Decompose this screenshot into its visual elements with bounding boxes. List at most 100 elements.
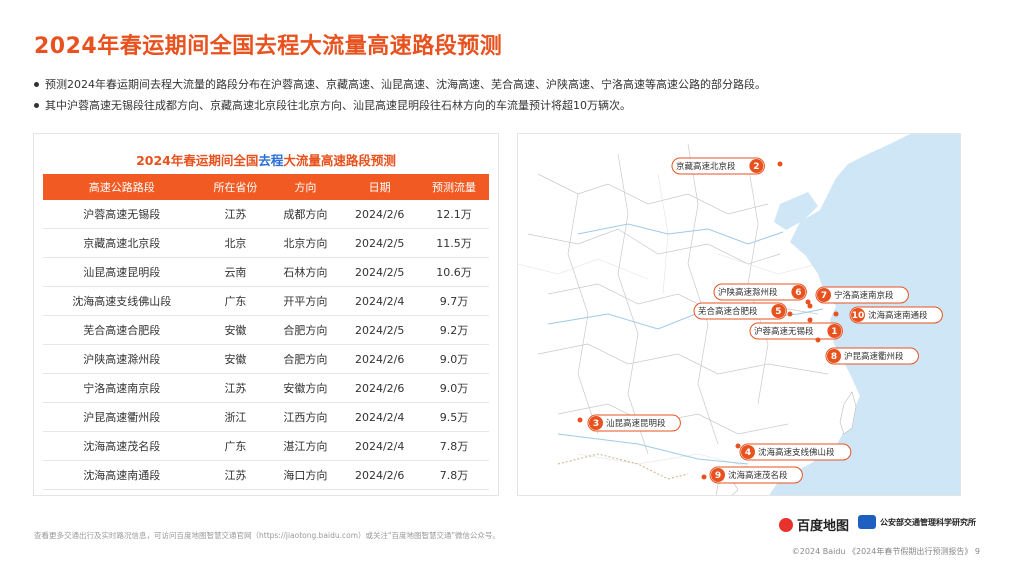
cell-volume: 9.0万 [418, 344, 489, 374]
table-caption: 2024年春运期间全国去程大流量高速路段预测 [136, 153, 396, 168]
pin-label-box [713, 283, 807, 301]
cell-province: 广东 [200, 431, 271, 461]
map-pin: 3 汕昆高速昆明段 [577, 414, 681, 432]
col-header-section: 高速公路路段 [43, 174, 201, 200]
cell-direction: 北京方向 [270, 228, 341, 258]
location-dot-icon [777, 161, 783, 167]
pin-number-badge [711, 468, 725, 482]
cell-section: 芜合高速合肥段 [43, 315, 201, 345]
map-pin: 5 芜合高速合肥段 [693, 302, 793, 320]
pin-label: 宁洛高速南京段 [834, 290, 894, 301]
cell-date: 2024/2/4 [340, 286, 419, 316]
pin-label-box [671, 157, 765, 175]
copyright-line: ©2024 Baidu 《2024年春节假期出行预测报告》 9 [791, 547, 980, 556]
table-row: 京藏高速北京段 北京 北京方向 2024/2/5 11.5万 [43, 228, 489, 258]
cell-volume: 12.1万 [418, 200, 489, 229]
cell-section: 京藏高速北京段 [43, 228, 201, 258]
pin-label-box [849, 306, 943, 324]
pin-number-badge [589, 416, 603, 430]
cell-volume: 9.5万 [418, 402, 489, 432]
pin-label: 沪蓉高速无锡段 [754, 326, 814, 337]
cell-province: 安徽 [200, 344, 271, 374]
taiwan-island [839, 391, 857, 435]
cell-province: 广东 [200, 286, 271, 316]
pin-number-badge [791, 285, 806, 299]
baidu-map-logo: 百度地图 [779, 515, 849, 534]
col-header-direction: 方向 [270, 174, 341, 200]
china-map-svg: 2 京藏高速北京段 6 沪陕高速滁州段 7 宁洛高速南京段 5 芜合高速合肥段 10 沈海高速南通… [518, 134, 960, 495]
pin-label: 沪陕高速滁州段 [718, 287, 778, 298]
cell-province: 安徽 [200, 315, 271, 345]
pin-label-box [815, 286, 909, 304]
cell-volume: 7.8万 [418, 431, 489, 461]
cell-date: 2024/2/5 [340, 228, 419, 258]
pin-label: 京藏高速北京段 [676, 161, 736, 172]
cell-date: 2024/2/6 [340, 460, 419, 490]
summary-bullets: 预测2024年春运期间去程大流量的路段分布在沪蓉高速、京藏高速、汕昆高速、沈海高… [34, 74, 766, 116]
table-row: 汕昆高速昆明段 云南 石林方向 2024/2/5 10.6万 [43, 257, 489, 287]
cell-direction: 海口方向 [270, 460, 341, 490]
pin-number-badge [771, 304, 786, 318]
cell-section: 沈海高速南通段 [43, 460, 201, 490]
pin-number: 6 [795, 288, 801, 298]
page-title: 2024年春运期间全国去程大流量高速路段预测 [34, 34, 503, 59]
map-pin: 8 沪昆高速衢州段 [815, 337, 919, 365]
cell-section: 宁洛高速南京段 [43, 373, 201, 403]
pin-number-badge [827, 324, 842, 338]
cell-date: 2024/2/6 [340, 373, 419, 403]
cell-section: 汕昆高速昆明段 [43, 257, 201, 287]
cell-volume: 9.0万 [418, 373, 489, 403]
pin-number: 10 [852, 311, 865, 321]
cell-section: 沪陕高速滁州段 [43, 344, 201, 374]
pin-label-box [709, 466, 803, 484]
cell-section: 沈海高速支线佛山段 [43, 286, 201, 316]
pin-number-badge [851, 308, 865, 322]
cell-direction: 石林方向 [270, 257, 341, 287]
forecast-table-card: 2024年春运期间全国去程大流量高速路段预测 高速公路路段 所在省份 方向 日期… [33, 133, 499, 496]
location-dot-icon [807, 303, 813, 309]
cell-direction: 合肥方向 [270, 315, 341, 345]
map-pin: 4 沈海高速支线佛山段 [735, 443, 852, 461]
pin-number-badge [741, 445, 755, 459]
bullet-item: 其中沪蓉高速无锡段往成都方向、京藏高速北京段往北京方向、汕昆高速昆明段往石林方向… [34, 95, 766, 116]
location-dot-icon [787, 311, 793, 317]
cell-direction: 安徽方向 [270, 373, 341, 403]
pin-number-badge [817, 288, 831, 302]
col-header-volume: 预测流量 [418, 174, 489, 200]
map-pin: 6 沪陕高速滁州段 [713, 283, 811, 305]
highway-map: 2 京藏高速北京段 6 沪陕高速滁州段 7 宁洛高速南京段 5 芜合高速合肥段 10 沈海高速南通… [517, 133, 961, 496]
pin-number: 8 [831, 352, 837, 362]
cell-date: 2024/2/5 [340, 315, 419, 345]
table-row: 沈海高速支线佛山段 广东 开平方向 2024/2/4 9.7万 [43, 286, 489, 316]
pin-label-box [825, 347, 919, 365]
cell-date: 2024/2/6 [340, 344, 419, 374]
bullet-dot-icon [34, 82, 39, 87]
cell-date: 2024/2/5 [340, 257, 419, 287]
cell-province: 浙江 [200, 402, 271, 432]
cell-volume: 9.2万 [418, 315, 489, 345]
bullet-item: 预测2024年春运期间去程大流量的路段分布在沪蓉高速、京藏高速、汕昆高速、沈海高… [34, 74, 766, 95]
pin-number: 7 [821, 291, 827, 301]
col-header-date: 日期 [340, 174, 419, 200]
pin-label-box [749, 322, 843, 340]
pin-label-box [693, 302, 787, 320]
cell-volume: 9.7万 [418, 286, 489, 316]
table-header-row: 高速公路路段 所在省份 方向 日期 预测流量 [43, 174, 489, 200]
pin-label: 沈海高速支线佛山段 [758, 447, 835, 458]
pin-label-box [739, 443, 852, 461]
pin-label: 沈海高速茂名段 [728, 470, 788, 481]
pin-number-badge [749, 159, 764, 173]
pin-number: 2 [753, 162, 759, 172]
table-row: 宁洛高速南京段 江苏 安徽方向 2024/2/6 9.0万 [43, 373, 489, 403]
location-dot-icon [815, 337, 821, 343]
pin-number: 5 [775, 307, 781, 317]
cell-direction: 开平方向 [270, 286, 341, 316]
cell-date: 2024/2/4 [340, 402, 419, 432]
cell-date: 2024/2/6 [340, 200, 419, 229]
cell-province: 云南 [200, 257, 271, 287]
cell-direction: 江西方向 [270, 402, 341, 432]
location-dot-icon [833, 311, 839, 317]
traffic-institute-logo: 公安部交通管理科学研究所 [858, 515, 976, 529]
pin-number: 3 [593, 419, 599, 429]
pin-label: 沈海高速南通段 [868, 310, 928, 321]
